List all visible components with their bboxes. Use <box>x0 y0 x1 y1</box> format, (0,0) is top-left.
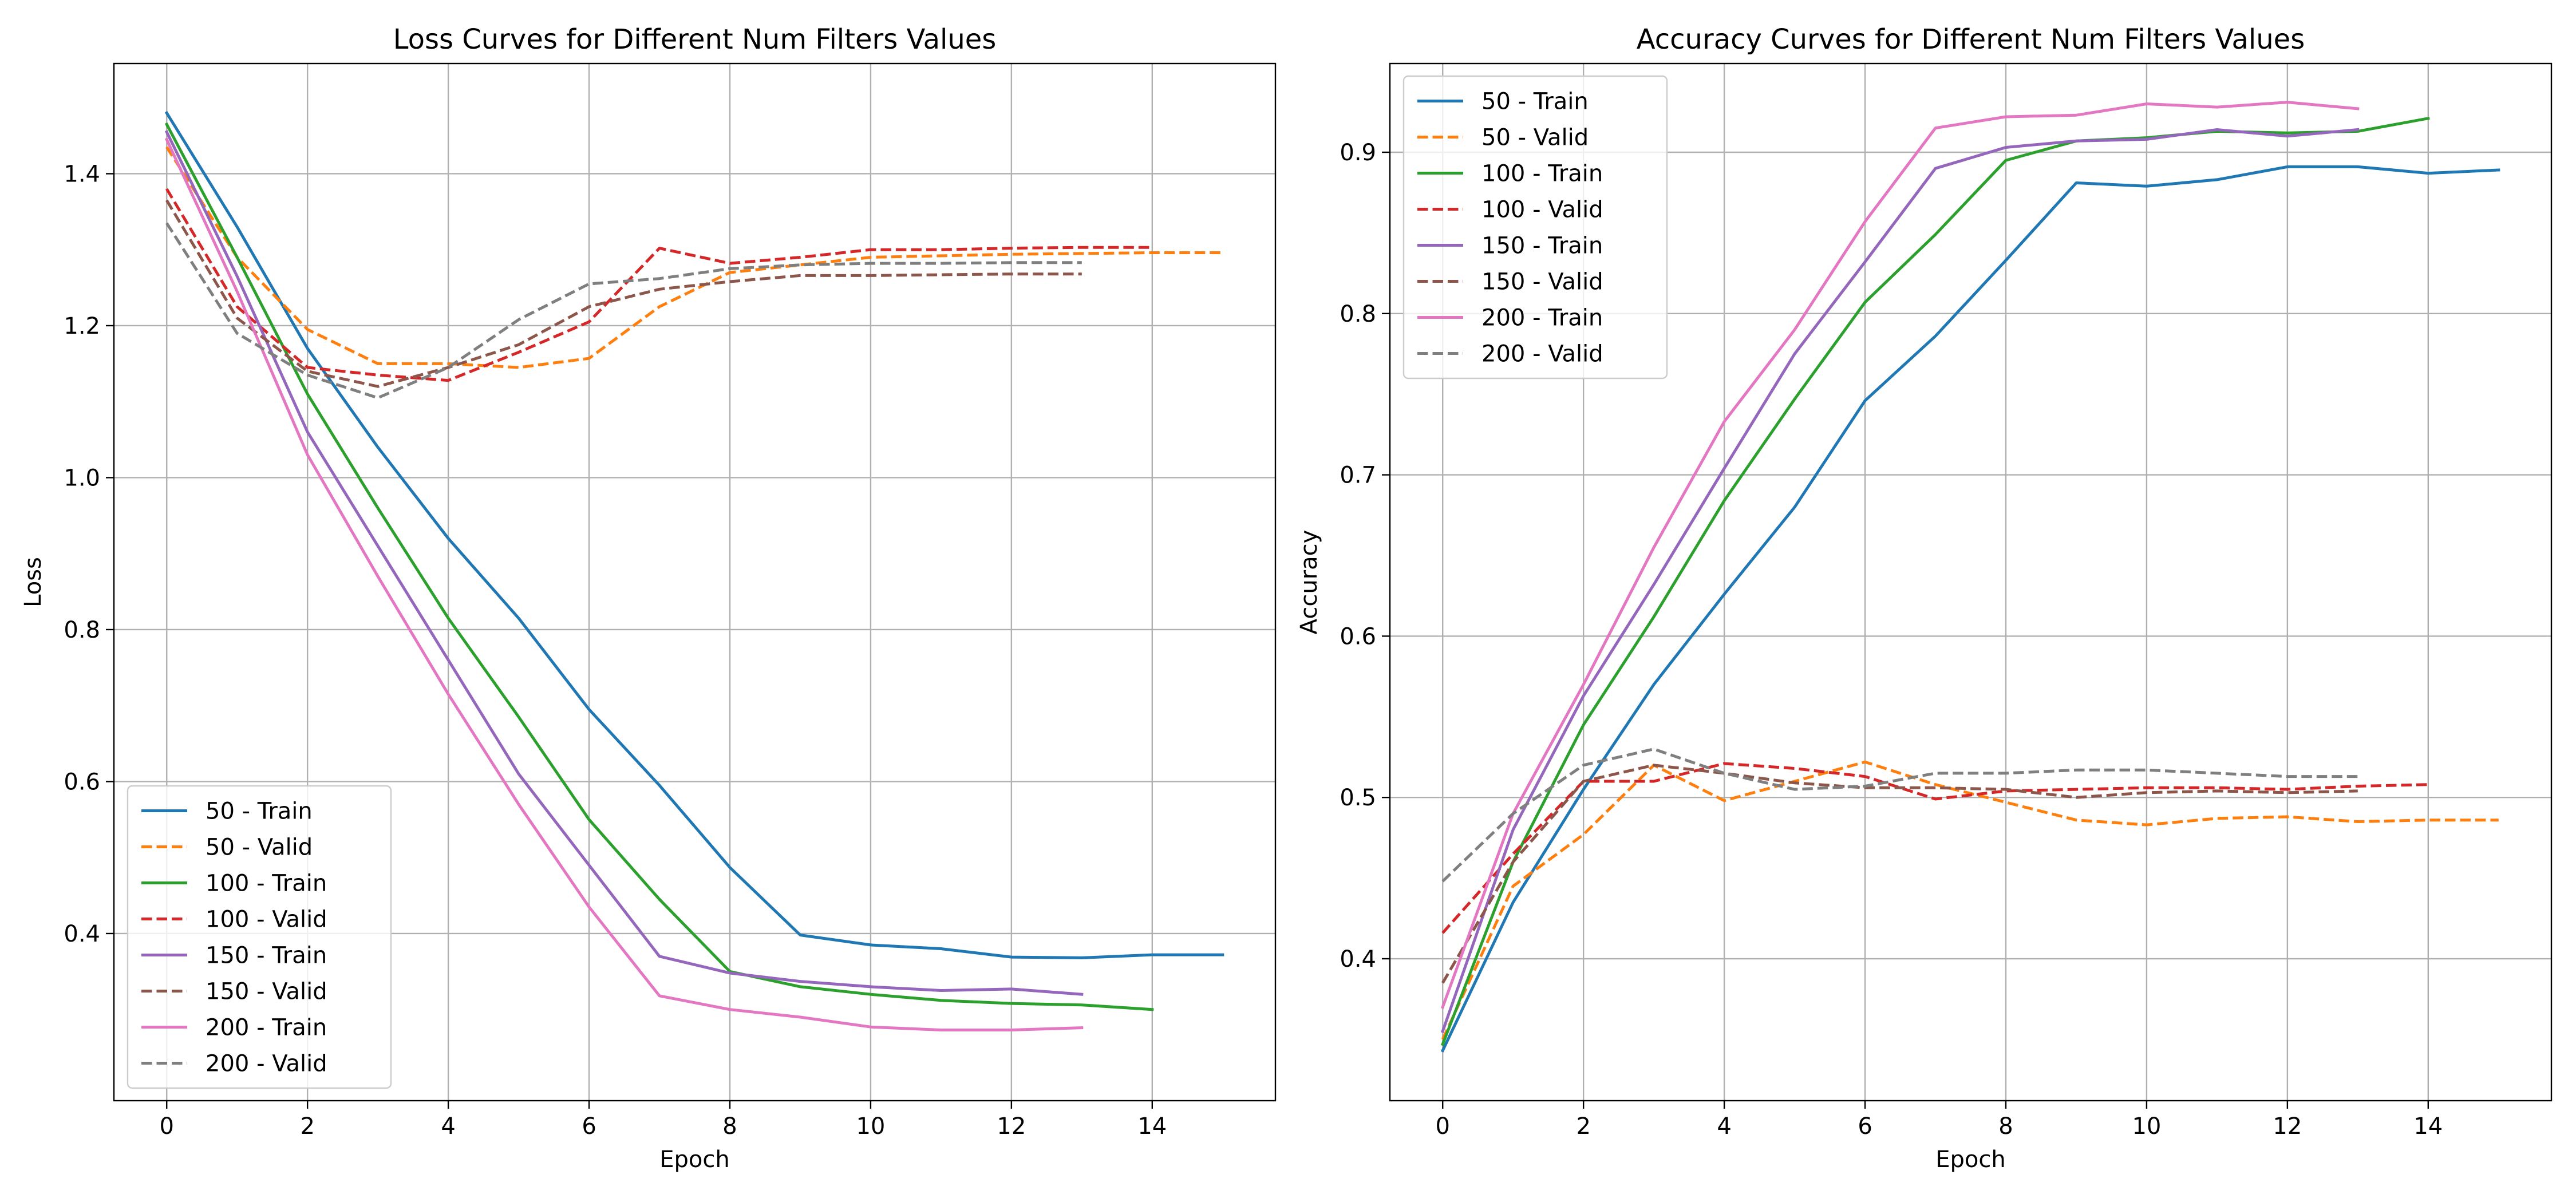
loss-x-tick-label: 10 <box>856 1113 885 1140</box>
accuracy-series-lines <box>1440 101 2500 1053</box>
loss-legend-label: 50 - Train <box>206 798 313 825</box>
loss-y-axis-label: Loss <box>20 557 46 607</box>
accuracy-legend-label: 150 - Train <box>1481 233 1603 259</box>
accuracy-legend-label: 100 - Train <box>1481 161 1603 187</box>
loss-x-tick-label: 14 <box>1137 1113 1167 1140</box>
accuracy-legend-label: 200 - Train <box>1481 305 1603 331</box>
loss-series-line-200-valid <box>165 222 1082 400</box>
loss-y-tick-label: 1.0 <box>64 465 100 491</box>
loss-legend-label: 150 - Valid <box>206 979 327 1005</box>
accuracy-x-tick-label: 8 <box>1998 1113 2013 1140</box>
loss-series-line-200-train <box>164 137 1084 1031</box>
loss-x-tick-label: 2 <box>300 1113 314 1140</box>
accuracy-y-tick-label: 0.6 <box>1340 623 1376 650</box>
loss-plot-frame <box>113 62 1277 1102</box>
loss-y-tick-label: 1.4 <box>64 161 100 187</box>
accuracy-legend-label: 200 - Valid <box>1481 341 1603 367</box>
accuracy-y-axis-label: Accuracy <box>1296 530 1322 635</box>
accuracy-chart-title: Accuracy Curves for Different Num Filter… <box>1637 23 2305 56</box>
accuracy-series-line-150-train <box>1441 128 2360 1033</box>
accuracy-x-tick-label: 4 <box>1717 1113 1731 1140</box>
accuracy-y-tick-label: 0.4 <box>1340 946 1376 972</box>
loss-legend-label: 100 - Valid <box>206 907 327 933</box>
loss-chart-panel: 0 2 4 6 8 10 12 14 0.4 0.6 0.8 1.0 1.2 1.4 Loss Curv… <box>20 23 1277 1173</box>
loss-y-ticks: 0.4 0.6 0.8 1.0 1.2 1.4 <box>64 161 114 947</box>
accuracy-legend-label: 50 - Valid <box>1481 125 1589 151</box>
loss-y-tick-label: 0.4 <box>64 921 100 947</box>
accuracy-legend-box <box>1402 75 1668 379</box>
accuracy-legend-label: 100 - Valid <box>1481 197 1603 223</box>
accuracy-x-tick-label: 10 <box>2132 1113 2161 1140</box>
accuracy-x-tick-label: 2 <box>1576 1113 1590 1140</box>
loss-legend-label: 200 - Train <box>206 1015 327 1041</box>
accuracy-legend-label: 50 - Train <box>1481 89 1589 115</box>
loss-x-axis-label: Epoch <box>659 1146 729 1173</box>
accuracy-series-line-100-valid <box>1441 762 2428 934</box>
loss-x-tick-label: 12 <box>997 1113 1026 1140</box>
loss-series-line-50-valid <box>165 146 1223 369</box>
accuracy-series-line-100-train <box>1440 116 2430 1046</box>
accuracy-x-tick-label: 0 <box>1436 1113 1450 1140</box>
loss-series-line-100-valid <box>165 188 1152 382</box>
loss-series-line-100-train <box>164 122 1154 1011</box>
loss-series-line-150-train <box>164 130 1084 996</box>
loss-series-line-50-train <box>164 110 1224 959</box>
loss-x-ticks: 0 2 4 6 8 10 12 14 <box>160 1101 1167 1140</box>
loss-chart-title: Loss Curves for Different Num Filters Va… <box>393 23 997 56</box>
loss-x-tick-label: 8 <box>722 1113 737 1140</box>
accuracy-series-line-150-valid <box>1441 764 2358 984</box>
loss-legend-label: 200 - Valid <box>206 1051 327 1077</box>
loss-y-tick-label: 1.2 <box>64 313 100 339</box>
accuracy-x-tick-label: 6 <box>1858 1113 1872 1140</box>
accuracy-y-tick-label: 0.7 <box>1340 462 1376 489</box>
loss-legend-label: 50 - Valid <box>206 835 313 861</box>
loss-x-tick-label: 6 <box>582 1113 596 1140</box>
accuracy-x-axis-label: Epoch <box>1935 1146 2005 1173</box>
accuracy-x-tick-label: 12 <box>2273 1113 2302 1140</box>
accuracy-series-line-50-valid <box>1441 760 2499 1040</box>
accuracy-y-tick-label: 0.8 <box>1340 301 1376 327</box>
loss-y-tick-label: 0.6 <box>64 769 100 795</box>
loss-x-tick-label: 0 <box>160 1113 174 1140</box>
accuracy-legend-label: 150 - Valid <box>1481 269 1603 295</box>
accuracy-plot-frame <box>1389 62 2553 1102</box>
accuracy-x-ticks: 0 2 4 6 8 10 12 14 <box>1436 1101 2443 1140</box>
loss-legend-label: 150 - Train <box>206 943 327 969</box>
accuracy-y-tick-label: 0.5 <box>1340 785 1376 811</box>
accuracy-series-line-200-valid <box>1441 748 2358 883</box>
accuracy-series-line-50-train <box>1440 165 2500 1053</box>
accuracy-y-tick-label: 0.9 <box>1340 140 1376 166</box>
accuracy-chart-panel: 0 2 4 6 8 10 12 14 0.4 0.5 0.6 0.7 0.8 0.9 Accuracy … <box>1296 23 2553 1173</box>
accuracy-x-tick-label: 14 <box>2413 1113 2443 1140</box>
accuracy-series-line-200-train <box>1440 101 2360 1009</box>
loss-series-line-150-valid <box>165 199 1082 388</box>
accuracy-legend: 50 - Train 50 - Valid 100 - Train 100 - Val… <box>1402 75 1668 379</box>
loss-legend-label: 100 - Train <box>206 871 327 897</box>
loss-legend-box <box>127 785 392 1089</box>
loss-legend: 50 - Train 50 - Valid 100 - Train 100 - Val… <box>127 785 392 1089</box>
loss-series-lines <box>164 110 1224 1031</box>
loss-y-tick-label: 0.8 <box>64 617 100 643</box>
accuracy-y-ticks: 0.4 0.5 0.6 0.7 0.8 0.9 <box>1340 140 1390 972</box>
loss-x-tick-label: 4 <box>441 1113 455 1140</box>
